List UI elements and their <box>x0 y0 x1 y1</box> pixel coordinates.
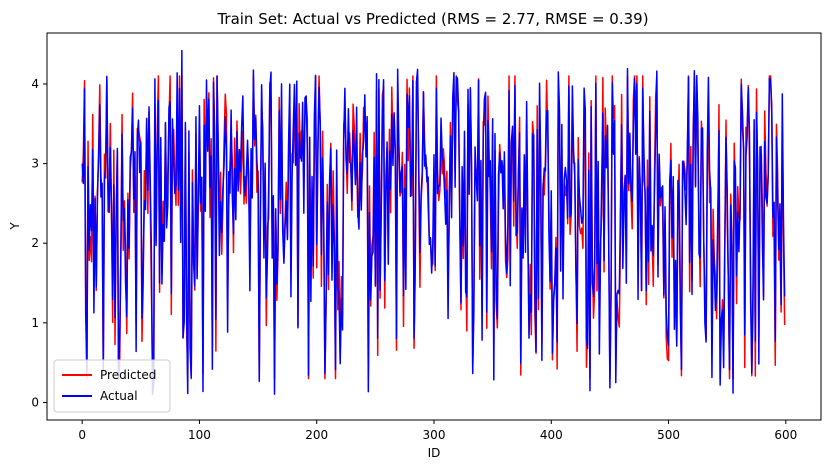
x-tick-label: 0 <box>78 428 86 442</box>
legend: Predicted Actual <box>53 359 171 413</box>
x-tick-label: 600 <box>774 428 797 442</box>
x-axis: 0 100 200 300 400 500 600 <box>78 420 797 442</box>
y-tick-label: 4 <box>31 77 39 91</box>
chart-title: Train Set: Actual vs Predicted (RMS = 2.… <box>216 10 648 28</box>
x-tick-label: 400 <box>540 428 563 442</box>
y-tick-label: 1 <box>31 316 39 330</box>
x-tick-label: 100 <box>188 428 211 442</box>
legend-label-actual: Actual <box>100 389 138 403</box>
y-tick-label: 0 <box>31 395 39 409</box>
y-tick-label: 3 <box>31 157 39 171</box>
y-tick-label: 2 <box>31 236 39 250</box>
x-tick-label: 200 <box>305 428 328 442</box>
y-axis-label: Y <box>8 222 22 231</box>
plot-area <box>81 49 786 396</box>
x-tick-label: 500 <box>657 428 680 442</box>
x-axis-label: ID <box>428 446 441 460</box>
legend-box <box>53 359 171 413</box>
y-axis: 0 1 2 3 4 <box>31 77 47 409</box>
legend-label-predicted: Predicted <box>100 368 156 382</box>
series-line-actual <box>81 49 786 396</box>
x-tick-label: 300 <box>423 428 446 442</box>
